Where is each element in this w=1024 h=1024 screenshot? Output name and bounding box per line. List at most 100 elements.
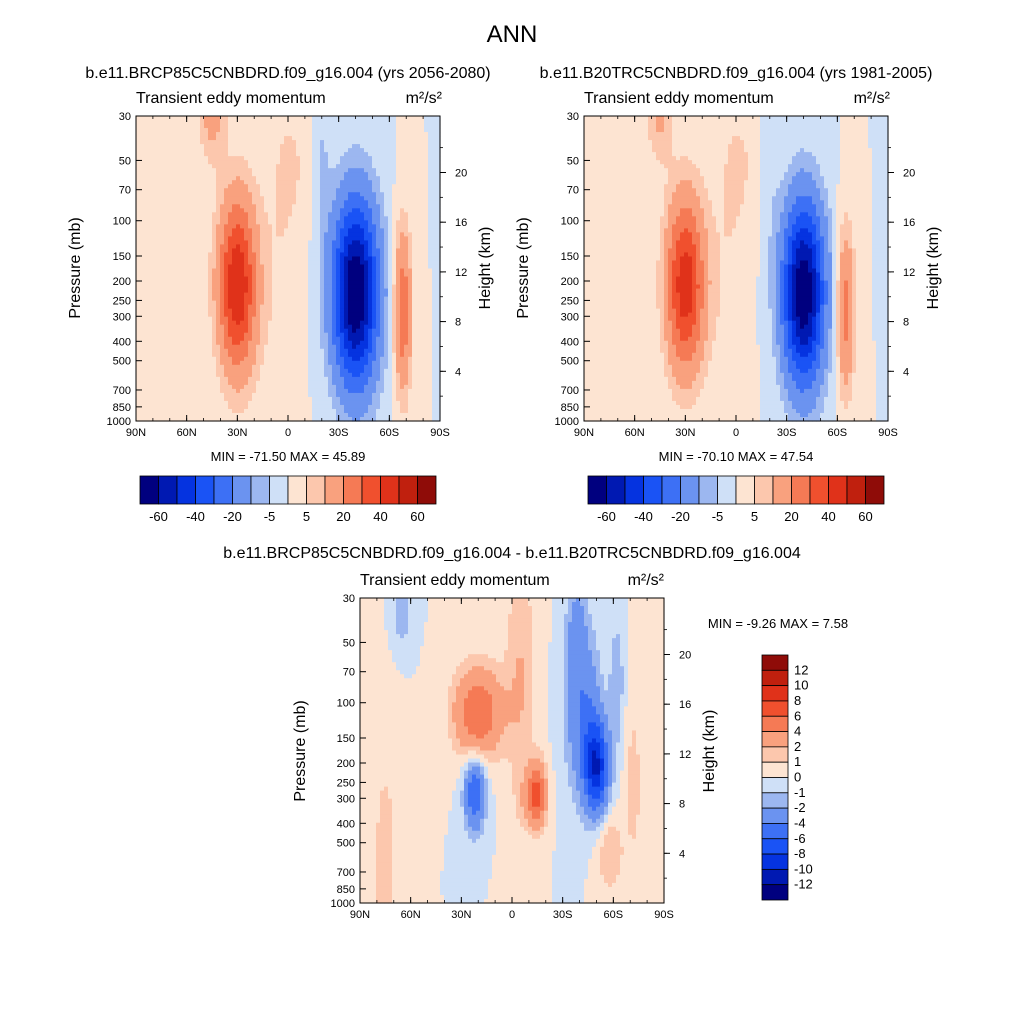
field-cell xyxy=(252,368,257,374)
field-cell xyxy=(360,268,365,274)
field-cell xyxy=(312,408,317,414)
field-cell xyxy=(328,272,333,278)
field-cell xyxy=(312,388,317,394)
field-cell xyxy=(348,144,353,149)
field-cell xyxy=(332,252,337,258)
field-cell xyxy=(240,148,245,153)
field-cell xyxy=(348,196,353,201)
field-cell xyxy=(372,160,377,165)
field-cell xyxy=(368,224,373,229)
field-cell xyxy=(296,352,301,358)
field-cell xyxy=(256,156,261,161)
field-cell xyxy=(136,232,141,237)
field-cell xyxy=(364,352,369,358)
field-cell xyxy=(240,292,245,298)
field-cell xyxy=(280,332,285,338)
field-cell xyxy=(332,204,337,209)
field-cell xyxy=(144,164,149,169)
field-cell xyxy=(288,416,293,422)
field-cell xyxy=(272,300,277,306)
field-cell xyxy=(268,308,273,314)
field-cell xyxy=(324,356,329,362)
field-cell xyxy=(396,312,401,318)
field-cell xyxy=(396,240,401,246)
field-cell xyxy=(312,228,317,233)
field-cell xyxy=(220,256,225,262)
field-cell xyxy=(308,360,313,366)
field-cell xyxy=(312,116,317,121)
field-cell xyxy=(152,240,157,246)
field-cell xyxy=(204,136,209,141)
field-cell xyxy=(380,192,385,197)
field-cell xyxy=(172,336,177,342)
field-cell xyxy=(172,228,177,233)
field-cell xyxy=(372,288,377,294)
field-cell xyxy=(300,176,305,181)
field-cell xyxy=(300,416,305,422)
field-cell xyxy=(284,300,289,306)
field-cell xyxy=(280,380,285,386)
field-cell xyxy=(344,164,349,169)
field-cell xyxy=(320,180,325,185)
field-cell xyxy=(144,372,149,378)
field-cell xyxy=(296,136,301,141)
field-cell xyxy=(384,392,389,398)
field-cell xyxy=(204,248,209,254)
field-cell xyxy=(292,160,297,165)
field-cell xyxy=(268,340,273,346)
field-cell xyxy=(204,324,209,330)
field-cell xyxy=(368,320,373,326)
field-cell xyxy=(248,336,253,342)
field-cell xyxy=(292,144,297,149)
field-cell xyxy=(200,336,205,342)
field-cell xyxy=(328,148,333,153)
field-cell xyxy=(280,356,285,362)
field-cell xyxy=(180,148,185,153)
field-cell xyxy=(324,204,329,209)
field-cell xyxy=(264,332,269,338)
field-cell xyxy=(136,308,141,314)
field-cell xyxy=(164,412,169,418)
field-cell xyxy=(264,268,269,274)
field-cell xyxy=(160,116,165,121)
field-cell xyxy=(364,288,369,294)
field-cell xyxy=(296,176,301,181)
field-cell xyxy=(180,276,185,282)
field-cell xyxy=(188,148,193,153)
field-cell xyxy=(208,244,213,250)
field-cell xyxy=(256,188,261,193)
field-cell xyxy=(176,280,181,286)
field-cell xyxy=(184,180,189,185)
field-cell xyxy=(208,352,213,358)
field-cell xyxy=(340,332,345,338)
field-cell xyxy=(380,208,385,213)
field-cell xyxy=(316,136,321,141)
field-cell xyxy=(372,324,377,330)
field-cell xyxy=(376,360,381,366)
field-cell xyxy=(176,348,181,354)
field-cell xyxy=(136,208,141,213)
field-cell xyxy=(172,372,177,378)
field-cell xyxy=(160,296,165,302)
field-cell xyxy=(276,296,281,302)
field-cell xyxy=(372,392,377,398)
field-cell xyxy=(276,136,281,141)
field-cell xyxy=(320,116,325,121)
field-cell xyxy=(328,124,333,129)
field-cell xyxy=(196,156,201,161)
field-cell xyxy=(144,324,149,330)
field-cell xyxy=(320,360,325,366)
field-cell xyxy=(156,308,161,314)
field-cell xyxy=(324,208,329,213)
field-cell xyxy=(308,264,313,270)
field-cell xyxy=(184,356,189,362)
field-cell xyxy=(236,296,241,302)
field-cell xyxy=(192,408,197,414)
field-cell xyxy=(248,300,253,306)
field-cell xyxy=(232,348,237,354)
field-cell xyxy=(364,408,369,414)
field-cell xyxy=(160,196,165,201)
field-cell xyxy=(228,412,233,418)
field-cell xyxy=(392,196,397,201)
field-cell xyxy=(156,304,161,310)
